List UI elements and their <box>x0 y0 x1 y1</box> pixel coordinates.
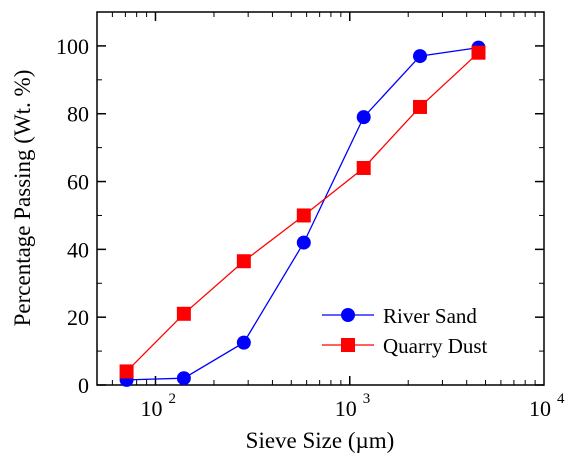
legend-marker-river-sand <box>341 308 355 322</box>
y-tick-label: 0 <box>78 373 89 398</box>
x-tick-label: 10 <box>335 396 357 421</box>
x-axis: 10 2 10 3 10 4 <box>96 12 565 421</box>
quarry-dust-point <box>471 45 486 60</box>
y-tick-label: 60 <box>67 170 89 195</box>
quarry-dust-point <box>296 208 311 223</box>
y-axis-label: Percentage Passing (Wt. %) <box>10 70 35 327</box>
x-tick-label: 10 <box>529 396 551 421</box>
y-tick-label: 20 <box>67 305 89 330</box>
river-sand-point <box>413 49 428 64</box>
river-sand-point <box>356 110 371 125</box>
river-sand-point <box>236 335 251 350</box>
x-tick-label-exponent: 3 <box>363 391 371 407</box>
river-sand-point <box>296 235 311 250</box>
y-tick-label: 100 <box>56 34 89 59</box>
x-tick-label-exponent: 2 <box>168 391 176 407</box>
plot-frame <box>96 11 545 386</box>
quarry-dust-point <box>119 364 134 379</box>
y-axis: 0 20 40 60 80 100 <box>56 34 544 398</box>
legend: River Sand Quarry Dust <box>322 304 488 358</box>
y-tick-label: 80 <box>67 102 89 127</box>
quarry-dust-point <box>176 306 191 321</box>
legend-label-quarry-dust: Quarry Dust <box>383 334 488 358</box>
quarry-dust-point <box>413 99 428 114</box>
x-tick-label-exponent: 4 <box>557 391 565 407</box>
river-sand-point <box>176 371 191 386</box>
quarry-dust-point <box>236 254 251 269</box>
y-tick-label: 40 <box>67 237 89 262</box>
legend-label-river-sand: River Sand <box>383 304 477 328</box>
series-layer <box>119 40 486 387</box>
quarry-dust-point <box>356 160 371 175</box>
legend-marker-quarry-dust <box>341 338 355 352</box>
x-tick-label: 10 <box>140 396 162 421</box>
x-axis-label: Sieve Size (µm) <box>246 428 395 453</box>
